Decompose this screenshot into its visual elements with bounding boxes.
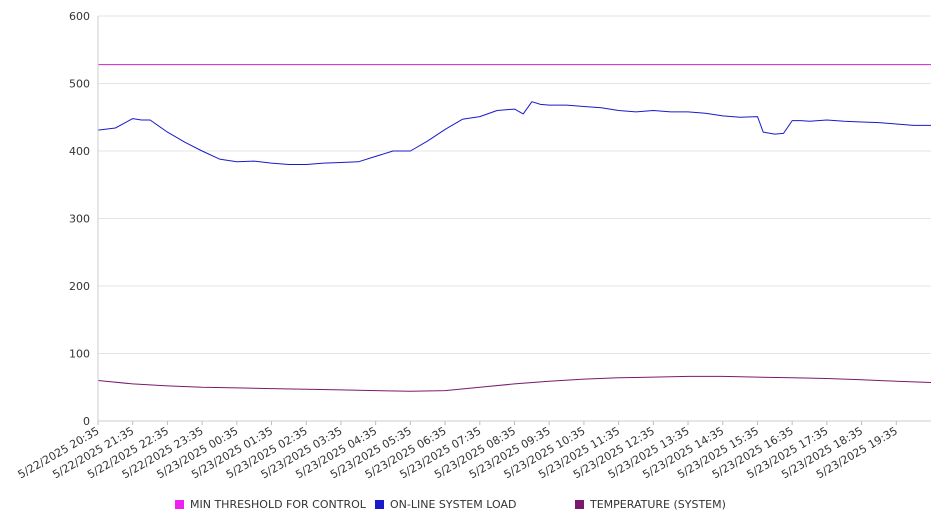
legend-swatch	[175, 500, 184, 509]
legend-label: ON-LINE SYSTEM LOAD	[390, 498, 517, 511]
chart-legend: MIN THRESHOLD FOR CONTROL ON-LINE SYSTEM …	[0, 498, 946, 514]
y-tick-label: 0	[83, 415, 90, 428]
line-chart: 0 100 200 300 400 500 600 5/22/2025 20:355/22/…	[16, 10, 932, 481]
series-line-temperature-system	[97, 375, 932, 392]
legend-label: MIN THRESHOLD FOR CONTROL	[190, 498, 366, 511]
legend-swatch	[375, 500, 384, 509]
y-tick-label: 500	[69, 78, 90, 91]
x-axis-ticks: 5/22/2025 20:355/22/2025 21:355/22/2025 …	[16, 421, 900, 481]
y-tick-label: 300	[69, 213, 90, 226]
y-axis-ticks: 0 100 200 300 400 500 600	[69, 10, 90, 428]
legend-swatch	[575, 500, 584, 509]
axes	[97, 16, 931, 422]
y-tick-label: 600	[69, 10, 90, 23]
series-group	[97, 64, 932, 392]
legend-item[interactable]: ON-LINE SYSTEM LOAD	[375, 498, 516, 511]
legend-label: TEMPERATURE (SYSTEM)	[590, 498, 726, 511]
y-tick-label: 100	[69, 348, 90, 361]
gridlines	[98, 15, 931, 354]
y-tick-label: 200	[69, 280, 90, 293]
legend-item[interactable]: TEMPERATURE (SYSTEM)	[575, 498, 726, 511]
y-tick-label: 400	[69, 145, 90, 158]
legend-item[interactable]: MIN THRESHOLD FOR CONTROL	[175, 498, 366, 511]
series-line-on-line-system-load	[97, 101, 931, 165]
